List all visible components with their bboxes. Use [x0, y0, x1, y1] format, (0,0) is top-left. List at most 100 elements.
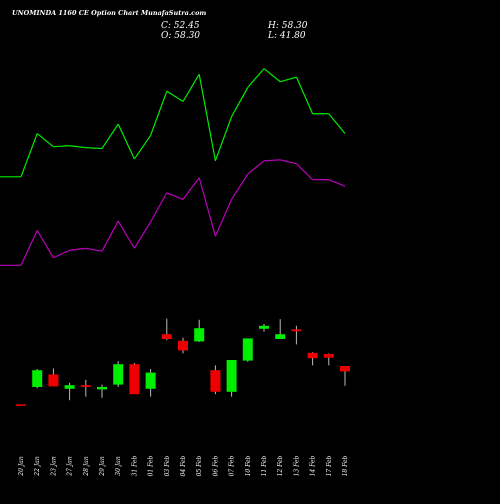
green-line-segment: [198, 74, 216, 161]
x-axis-label: 28 Jan: [83, 456, 90, 477]
green-line-segment: [166, 90, 184, 103]
x-axis-label: 13 Feb: [293, 455, 300, 476]
candle-body-up: [259, 325, 269, 329]
indicator-lines: [0, 68, 346, 266]
magenta-line-segment: [263, 159, 281, 162]
candle-body-up: [226, 360, 237, 392]
candle-body-up: [64, 385, 75, 389]
x-axis-label: 17 Feb: [326, 455, 333, 476]
x-axis-label: 31 Feb: [131, 455, 138, 476]
x-axis-label: 01 Feb: [148, 455, 155, 476]
candle-body-down: [129, 364, 140, 395]
x-axis-label: 05 Feb: [196, 455, 203, 476]
green-line-segment: [69, 145, 86, 149]
candle-body-down: [340, 366, 350, 372]
candle-body-down: [80, 385, 91, 387]
candle: [48, 368, 59, 387]
x-axis-label: 04 Feb: [180, 455, 187, 476]
high-value-label: H: 58.30: [267, 21, 308, 31]
green-line-segment: [53, 145, 70, 148]
x-axis-label: 23 Jan: [50, 456, 57, 477]
candle: [129, 363, 140, 395]
magenta-line-segment: [198, 177, 216, 237]
green-line-segment: [328, 113, 346, 134]
candle: [16, 404, 26, 406]
close-value-label: C: 52.45: [161, 21, 200, 31]
green-line-segment: [182, 73, 200, 102]
candle: [32, 369, 43, 389]
magenta-line-segment: [247, 160, 265, 175]
candle-body-up: [97, 387, 107, 390]
x-axis-label: 30 Jan: [115, 456, 122, 476]
green-line-segment: [117, 123, 135, 160]
candles: [16, 318, 350, 406]
magenta-line: [0, 159, 346, 266]
green-line-segment: [85, 147, 103, 150]
green-line-segment: [133, 135, 152, 160]
green-line-segment: [101, 123, 119, 149]
x-axis-label: 11 Feb: [261, 455, 268, 476]
green-line-segment: [263, 68, 281, 83]
x-axis-label: 18 Feb: [342, 455, 349, 476]
x-axis-label: 14 Feb: [310, 455, 317, 476]
candle: [194, 319, 205, 342]
x-axis-label: 06 Feb: [212, 455, 219, 476]
x-axis-label: 03 Feb: [164, 455, 171, 476]
candle: [113, 361, 124, 387]
green-line-segment: [20, 133, 38, 178]
candle-body-up: [113, 364, 124, 385]
low-value-label: L: 41.80: [267, 31, 306, 41]
candle: [340, 366, 350, 386]
chart-title: UNOMINDA 1160 CE Option Chart MunafaSutr…: [12, 9, 206, 17]
candle-body-down: [48, 374, 59, 387]
magenta-line-segment: [117, 220, 135, 249]
candle: [323, 353, 334, 366]
x-axis-label: 29 Jan: [99, 456, 106, 477]
magenta-line-segment: [133, 221, 152, 249]
candle-body-down: [178, 340, 188, 351]
x-axis-label: 07 Feb: [229, 455, 236, 476]
green-line-segment: [280, 76, 297, 83]
candle-body-up: [275, 334, 286, 339]
magenta-line-segment: [295, 163, 314, 181]
candle-body-up: [32, 370, 43, 387]
candle: [210, 365, 221, 395]
x-axis-label: 10 Feb: [245, 455, 252, 476]
green-line: [0, 68, 346, 178]
green-line-segment: [231, 87, 249, 117]
magenta-line-segment: [182, 177, 200, 200]
candle: [97, 384, 107, 398]
magenta-line-segment: [36, 230, 54, 259]
x-axis-label: 22 Jan: [34, 456, 41, 477]
magenta-line-segment: [231, 173, 249, 200]
green-line-segment: [150, 90, 168, 136]
candle-body-up: [145, 372, 156, 389]
candle-body-up: [194, 328, 205, 342]
magenta-line-segment: [20, 230, 38, 266]
candle-body-down: [16, 404, 26, 406]
magenta-line-segment: [150, 192, 168, 223]
candle-body-down: [323, 354, 334, 358]
candle: [275, 319, 286, 339]
candle: [291, 325, 302, 345]
green-line-segment: [247, 68, 265, 88]
green-line-segment: [214, 116, 233, 162]
magenta-line-segment: [214, 199, 233, 237]
candle-body-down: [291, 329, 302, 332]
x-axis-label: 27 Jan: [67, 456, 74, 477]
magenta-line-segment: [85, 247, 103, 252]
candle-body-down: [161, 334, 172, 339]
candle-body-down: [210, 370, 221, 392]
magenta-line-segment: [69, 247, 86, 251]
x-axis-labels: 20 Jan 22 Jan 23 Jan 27 Jan 28 Jan 29 Jan 30 J…: [18, 455, 349, 476]
candle: [307, 352, 318, 366]
magenta-line-segment: [328, 179, 346, 187]
candle: [178, 337, 188, 354]
candle: [145, 369, 156, 397]
candle: [161, 318, 172, 341]
magenta-line-segment: [53, 249, 70, 259]
magenta-line-segment: [166, 192, 184, 200]
open-value-label: O: 58.30: [161, 31, 200, 41]
magenta-line-segment: [280, 159, 297, 165]
